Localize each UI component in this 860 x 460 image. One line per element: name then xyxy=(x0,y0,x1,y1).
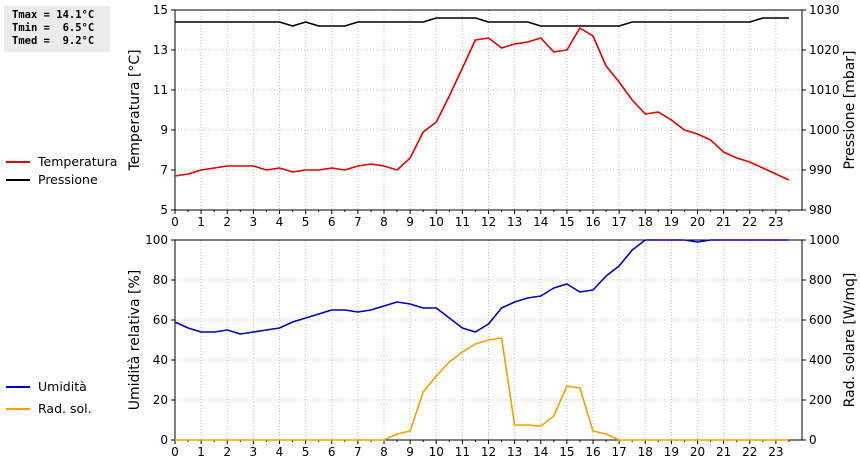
y-tick-label: 0 xyxy=(160,433,168,447)
y-right-tick-label: 1010 xyxy=(809,83,840,97)
x-tick-label: 1 xyxy=(197,445,205,459)
y-right-tick-label: 400 xyxy=(809,353,832,367)
x-tick-label: 6 xyxy=(328,215,336,229)
x-tick-label: 16 xyxy=(585,445,600,459)
series-line-rad-sol- xyxy=(175,337,789,441)
series-line-pressione xyxy=(175,17,789,27)
x-tick-label: 4 xyxy=(276,215,284,229)
x-tick-label: 15 xyxy=(559,445,574,459)
y-right-tick-label: 1020 xyxy=(809,43,840,57)
y-tick-label: 40 xyxy=(153,353,168,367)
series-line-umidit- xyxy=(174,239,789,335)
plot-frame xyxy=(174,239,803,441)
y-right-axis-label: Rad. solare [W/mq] xyxy=(842,273,858,408)
y-right-tick-label: 980 xyxy=(809,203,832,217)
x-tick-label: 17 xyxy=(611,445,626,459)
x-tick-label: 5 xyxy=(302,215,310,229)
x-tick-label: 8 xyxy=(380,445,388,459)
y-tick-label: 13 xyxy=(153,43,168,57)
x-tick-label: 11 xyxy=(455,445,470,459)
x-tick-label: 12 xyxy=(481,215,496,229)
legend-label: Umidità xyxy=(38,379,87,394)
y-tick-label: 11 xyxy=(153,83,168,97)
x-tick-label: 17 xyxy=(611,215,626,229)
x-tick-label: 18 xyxy=(638,215,653,229)
x-tick-label: 19 xyxy=(664,445,679,459)
x-tick-label: 21 xyxy=(716,445,731,459)
y-right-tick-label: 1030 xyxy=(809,3,840,17)
x-tick-label: 16 xyxy=(585,215,600,229)
y-right-tick-label: 1000 xyxy=(809,233,840,247)
tmed-label: Tmed = 9.2°C xyxy=(12,35,95,47)
y-right-tick-label: 0 xyxy=(809,433,817,447)
x-tick-label: 6 xyxy=(328,445,336,459)
x-tick-label: 13 xyxy=(507,215,522,229)
y-tick-label: 7 xyxy=(160,163,168,177)
x-tick-label: 7 xyxy=(354,445,362,459)
y-tick-label: 80 xyxy=(153,273,168,287)
plot-frame xyxy=(174,9,803,211)
x-tick-label: 2 xyxy=(223,215,231,229)
x-tick-label: 11 xyxy=(455,215,470,229)
x-tick-label: 22 xyxy=(742,215,757,229)
series-line-temperatura xyxy=(174,27,790,181)
y-tick-label: 15 xyxy=(153,3,168,17)
y-tick-label: 5 xyxy=(160,203,168,217)
x-tick-label: 3 xyxy=(250,215,258,229)
x-tick-label: 14 xyxy=(533,215,548,229)
x-tick-label: 23 xyxy=(768,445,783,459)
y-right-tick-label: 1000 xyxy=(809,123,840,137)
x-tick-label: 10 xyxy=(429,445,444,459)
x-tick-label: 7 xyxy=(354,215,362,229)
x-tick-label: 15 xyxy=(559,215,574,229)
y-right-tick-label: 200 xyxy=(809,393,832,407)
x-tick-label: 19 xyxy=(664,215,679,229)
x-tick-label: 9 xyxy=(406,215,414,229)
x-tick-label: 14 xyxy=(533,445,548,459)
x-tick-label: 1 xyxy=(197,215,205,229)
y-tick-label: 9 xyxy=(160,123,168,137)
x-tick-label: 4 xyxy=(276,445,284,459)
x-tick-label: 22 xyxy=(742,445,757,459)
y-right-axis-label: Pressione [mbar] xyxy=(842,50,858,169)
x-tick-label: 18 xyxy=(638,445,653,459)
legend-label: Pressione xyxy=(38,172,98,187)
legend-label: Rad. sol. xyxy=(38,401,92,416)
x-tick-label: 3 xyxy=(250,445,258,459)
x-tick-label: 5 xyxy=(302,445,310,459)
tmax-label: Tmax = 14.1°C xyxy=(12,9,95,21)
y-tick-label: 20 xyxy=(153,393,168,407)
y-right-tick-label: 800 xyxy=(809,273,832,287)
x-tick-label: 20 xyxy=(690,215,705,229)
x-tick-label: 8 xyxy=(380,215,388,229)
x-tick-label: 13 xyxy=(507,445,522,459)
x-tick-label: 0 xyxy=(171,215,179,229)
x-tick-label: 2 xyxy=(223,445,231,459)
x-tick-label: 23 xyxy=(768,215,783,229)
x-tick-label: 12 xyxy=(481,445,496,459)
tmin-label: Tmin = 6.5°C xyxy=(12,22,95,34)
legends: Temperatura Pressione Umidità Rad. sol. xyxy=(6,154,117,416)
y-right-tick-label: 600 xyxy=(809,313,832,327)
stats-box: Tmax = 14.1°C Tmin = 6.5°C Tmed = 9.2°C xyxy=(4,6,110,52)
x-tick-label: 9 xyxy=(406,445,414,459)
y-right-tick-label: 990 xyxy=(809,163,832,177)
y-tick-label: 100 xyxy=(145,233,168,247)
x-tick-label: 0 xyxy=(171,445,179,459)
legend-label: Temperatura xyxy=(37,154,117,169)
y-axis-label: Umidità relativa [%] xyxy=(127,270,143,411)
x-tick-label: 10 xyxy=(429,215,444,229)
x-tick-label: 20 xyxy=(690,445,705,459)
y-axis-label: Temperatura [°C] xyxy=(127,49,143,171)
x-tick-label: 21 xyxy=(716,215,731,229)
y-tick-label: 60 xyxy=(153,313,168,327)
